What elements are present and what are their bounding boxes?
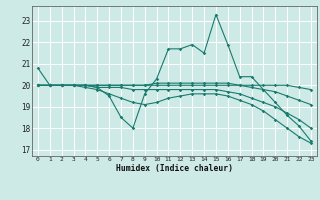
X-axis label: Humidex (Indice chaleur): Humidex (Indice chaleur) [116,164,233,173]
